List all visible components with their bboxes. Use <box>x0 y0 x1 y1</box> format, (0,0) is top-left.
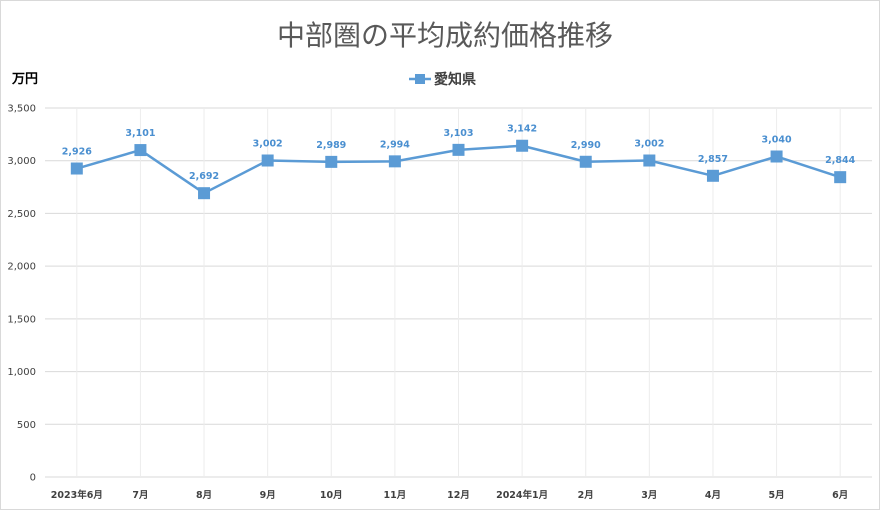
data-label: 2,692 <box>189 171 219 182</box>
data-label: 2,926 <box>62 147 92 158</box>
data-point <box>261 154 274 167</box>
x-tick-label: 6月 <box>832 490 848 501</box>
grid <box>45 107 872 478</box>
data-label: 2,844 <box>825 155 855 166</box>
data-label: 3,142 <box>507 124 537 135</box>
x-tick-label: 9月 <box>260 490 276 501</box>
data-label: 2,857 <box>698 154 728 165</box>
data-label: 3,103 <box>443 128 473 139</box>
data-point <box>388 155 401 168</box>
data-point <box>706 169 719 182</box>
y-tick-label: 3,500 <box>7 104 36 115</box>
x-tick-label: 2024年1月 <box>496 489 548 501</box>
legend-label: 愛知県 <box>434 71 476 88</box>
data-point <box>643 154 656 167</box>
legend: 愛知県 <box>409 71 476 88</box>
data-label: 3,040 <box>762 134 792 145</box>
data-label: 2,989 <box>316 140 346 151</box>
data-label: 3,002 <box>634 139 664 150</box>
x-tick-label: 4月 <box>705 490 721 501</box>
data-label: 2,990 <box>571 140 601 151</box>
y-tick-label: 500 <box>17 420 36 431</box>
y-axis-unit-label: 万円 <box>11 72 38 87</box>
data-point <box>834 171 847 184</box>
x-tick-label: 3月 <box>641 490 657 501</box>
data-label: 3,002 <box>253 139 283 150</box>
data-label: 3,101 <box>125 128 155 139</box>
x-tick-label: 2023年6月 <box>51 489 103 501</box>
chart-title: 中部圏の平均成約価格推移 <box>277 19 613 52</box>
data-point <box>579 155 592 168</box>
x-tick-label: 2月 <box>578 490 594 501</box>
data-labels: 2,926 3,101 2,692 3,002 2,989 2,994 3,103 3,142… <box>62 124 856 182</box>
y-tick-label: 1,000 <box>7 367 36 378</box>
x-tick-label: 10月 <box>320 490 343 501</box>
x-tick-label: 8月 <box>196 490 212 501</box>
series <box>70 139 847 200</box>
data-point <box>770 150 783 163</box>
y-tick-label: 1,500 <box>7 314 36 325</box>
x-tick-label: 5月 <box>769 490 785 501</box>
data-label: 2,994 <box>380 139 410 150</box>
y-tick-label: 2,500 <box>7 209 36 220</box>
data-point <box>198 187 211 200</box>
data-point <box>134 144 147 157</box>
data-point <box>452 143 465 156</box>
data-point <box>516 139 529 152</box>
x-tick-label: 7月 <box>132 490 148 501</box>
axes: 0 500 1,000 1,500 2,000 2,500 3,000 3,500 2023年6… <box>7 104 848 502</box>
y-tick-label: 3,000 <box>7 156 36 167</box>
y-tick-label: 0 <box>30 473 36 484</box>
data-point <box>325 155 338 168</box>
y-tick-label: 2,000 <box>7 262 36 273</box>
x-tick-label: 12月 <box>447 490 470 501</box>
x-tick-label: 11月 <box>384 490 407 501</box>
legend-marker <box>415 74 425 84</box>
data-point <box>70 162 83 175</box>
